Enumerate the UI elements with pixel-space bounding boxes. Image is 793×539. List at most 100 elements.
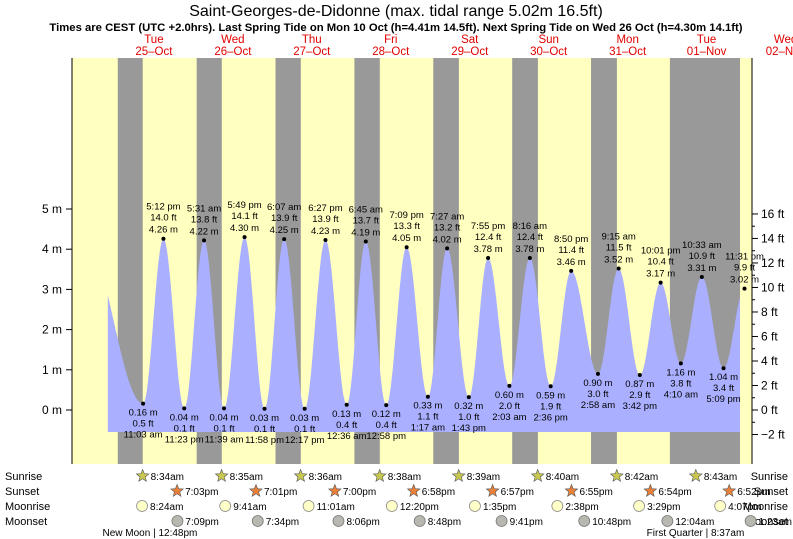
low-tide-meters: 0.16 m [129, 408, 158, 419]
high-tide-meters: 4.19 m [351, 228, 380, 239]
high-tide-feet: 14.0 ft [150, 213, 177, 224]
tide-point [222, 406, 227, 411]
moonrise-time: 3:29pm [647, 502, 680, 513]
meters-tick-label: 1 m [42, 363, 62, 377]
meters-tick-label: 2 m [42, 323, 62, 337]
tide-point [658, 280, 663, 285]
sunset-time: 6:57pm [501, 487, 534, 498]
row-label-right: Sunrise [751, 471, 788, 483]
high-tide-meters: 4.02 m [433, 234, 462, 245]
moonrise-time: 9:41am [233, 502, 266, 513]
feet-tick-label: 4 ft [761, 354, 778, 368]
low-tide-feet: 0.1 ft [213, 423, 234, 434]
high-tide-time: 8:50 pm [554, 234, 588, 245]
low-tide-time: 12:58 pm [366, 431, 406, 442]
feet-tick-label: 10 ft [761, 280, 785, 294]
sunset-time: 6:52pm [737, 487, 770, 498]
tide-point [302, 406, 307, 411]
high-tide-time: 9:15 am [601, 231, 635, 242]
feet-tick-label: 0 ft [761, 403, 778, 417]
high-tide-meters: 3.31 m [687, 263, 716, 274]
moonset-icon [171, 515, 184, 527]
tide-point [202, 238, 207, 243]
sunrise-time: 8:43am [704, 472, 737, 483]
high-tide-feet: 13.8 ft [191, 214, 218, 225]
moonrise-time: 2:38pm [565, 502, 598, 513]
high-tide-time: 10:01 pm [641, 246, 681, 257]
moonset-time: 8:06pm [346, 517, 379, 528]
low-tide-time: 12:36 am [327, 431, 367, 442]
sunrise-time: 8:39am [467, 472, 500, 483]
high-tide-meters: 4.26 m [149, 225, 178, 236]
tide-point [699, 274, 704, 279]
tide-point [141, 401, 146, 406]
sunset-icon [722, 483, 737, 497]
low-tide-time: 11:39 am [205, 434, 244, 445]
high-tide-meters: 4.22 m [190, 226, 219, 237]
low-tide-feet: 0.1 ft [254, 424, 275, 435]
low-tide-feet: 2.0 ft [499, 401, 520, 412]
row-label-left: Sunrise [5, 471, 42, 483]
moonrise-icon [469, 500, 481, 512]
day-date: 25–Oct [135, 46, 173, 58]
low-tide-time: 2:36 pm [534, 412, 568, 423]
moonrise-time: 4:07pm [728, 502, 761, 513]
high-tide-meters: 4.23 m [311, 226, 340, 237]
high-tide-time: 6:07 am [267, 202, 301, 213]
day-name: Mon [616, 34, 638, 46]
sunset-time: 6:58pm [422, 487, 455, 498]
tide-point [323, 237, 328, 242]
sunset-icon [643, 483, 658, 497]
sunrise-icon [293, 468, 308, 482]
high-tide-time: 7:27 am [430, 211, 464, 222]
tide-point [363, 239, 368, 244]
sunrise-icon [530, 468, 545, 482]
low-tide-meters: 0.87 m [625, 379, 654, 390]
daylight-band [740, 58, 752, 464]
tide-point [445, 246, 450, 251]
moonset-icon [661, 515, 674, 527]
high-tide-meters: 3.78 m [515, 244, 544, 255]
low-tide-meters: 0.03 m [250, 413, 279, 424]
sunrise-time: 8:42am [625, 472, 658, 483]
high-tide-time: 8:16 am [513, 221, 547, 232]
sunset-icon [170, 483, 185, 497]
chart-frame: Tue25–OctWed26–OctThu27–OctFri28–OctSat2… [42, 34, 793, 464]
low-tide-feet: 0.4 ft [336, 420, 357, 431]
day-date: 26–Oct [214, 46, 252, 58]
sunset-time: 7:03pm [185, 487, 218, 498]
high-tide-feet: 13.9 ft [312, 214, 339, 225]
low-tide-time: 11:03 am [124, 430, 163, 441]
tide-point [404, 245, 409, 250]
moonset-time: 7:09pm [185, 517, 218, 528]
low-tide-meters: 0.13 m [332, 409, 361, 420]
sunrise-icon [135, 468, 150, 482]
day-name: Fri [384, 34, 397, 46]
sunrise-time: 8:35am [230, 472, 263, 483]
sunset-time: 6:55pm [579, 487, 612, 498]
tide-point [742, 286, 747, 291]
high-tide-meters: 4.05 m [392, 233, 421, 244]
low-tide-meters: 0.60 m [495, 390, 524, 401]
feet-axis: −2 ft 0 ft 2 ft 4 ft 6 ft 8 ft 10 ft 12 ft 14 ft… [751, 58, 785, 464]
high-tide-time: 7:55 pm [471, 221, 505, 232]
tide-point [466, 395, 471, 400]
high-tide-feet: 12.4 ft [475, 232, 502, 243]
high-tide-feet: 11.5 ft [606, 242, 632, 253]
tide-point [262, 406, 267, 411]
moonset-time: 8:48pm [428, 517, 461, 528]
low-tide-time: 1:43 pm [452, 423, 486, 434]
moonset-icon [413, 515, 426, 527]
moonrise-time: 1:35pm [483, 502, 516, 513]
day-date: 30–Oct [530, 46, 568, 58]
low-tide-time: 2:03 am [492, 412, 526, 423]
day-name: Tue [697, 34, 716, 46]
high-tide-meters: 4.30 m [230, 223, 259, 234]
high-tide-meters: 3.02 m [730, 275, 759, 286]
tide-point [678, 361, 683, 366]
tide-point [282, 237, 287, 242]
row-label-right: Moonset [746, 516, 788, 528]
tide-point [548, 384, 553, 389]
tide-point [161, 236, 166, 241]
low-tide-feet: 0.1 ft [294, 424, 315, 435]
